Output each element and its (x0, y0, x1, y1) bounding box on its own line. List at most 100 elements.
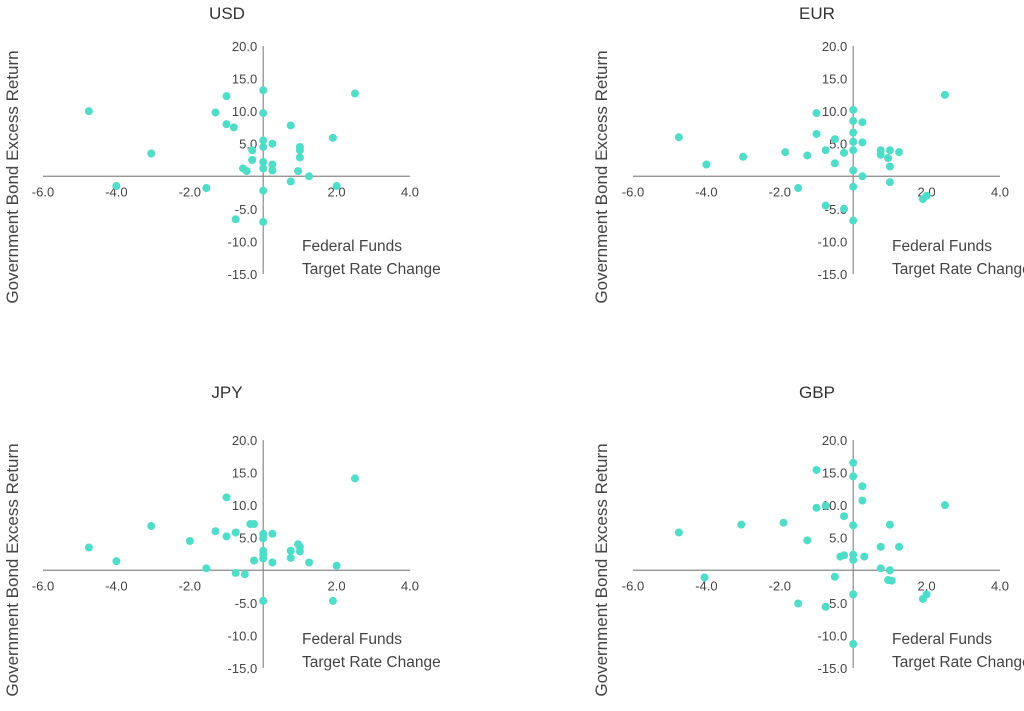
data-point (222, 493, 231, 502)
data-point (259, 157, 268, 166)
data-point (231, 215, 240, 224)
data-point (849, 105, 858, 114)
x-axis-annotation-line-2: Target Rate Change (302, 654, 441, 671)
x-tick-label: -4.0 (695, 184, 717, 199)
data-point (849, 182, 858, 191)
y-tick-label: 15.0 (822, 72, 847, 87)
plot-area: -6.0 -4.0 -2.0 2.0 4.020.015.010.05.0-5.0-10… (32, 433, 419, 676)
data-point (858, 138, 867, 147)
panel-title: JPY (211, 383, 242, 402)
panel-title: GBP (799, 383, 835, 402)
data-point (222, 532, 231, 541)
data-point (231, 568, 240, 577)
data-point (849, 555, 858, 564)
data-point (860, 552, 869, 561)
data-point (84, 543, 93, 552)
data-point (812, 109, 821, 118)
data-point (876, 150, 885, 159)
plot-area: -6.0 -4.0 -2.0 2.0 4.020.015.010.05.0-5.0-10… (622, 39, 1009, 282)
x-axis-annotation-line-2: Target Rate Change (302, 261, 441, 278)
data-point (295, 146, 304, 155)
y-tick-label: 10.0 (822, 498, 847, 513)
y-tick-label: -5.0 (825, 596, 847, 611)
data-point (849, 639, 858, 648)
data-point (332, 561, 341, 570)
x-tick-label: -4.0 (105, 578, 127, 593)
data-point (840, 148, 849, 157)
y-tick-label: -5.0 (235, 596, 257, 611)
data-point (812, 465, 821, 474)
data-point (305, 558, 314, 567)
data-point (305, 172, 314, 181)
data-point (840, 512, 849, 521)
data-point (779, 518, 788, 527)
data-point (286, 177, 295, 186)
y-tick-label: 20.0 (822, 39, 847, 54)
data-point (821, 201, 830, 210)
plot-area: -6.0 -4.0 -2.0 2.0 4.020.015.010.05.0-5.0-10… (32, 39, 419, 282)
data-point (821, 602, 830, 611)
data-point (286, 553, 295, 562)
data-point (803, 536, 812, 545)
data-point (849, 216, 858, 225)
y-tick-label: -15.0 (228, 267, 258, 282)
data-point (250, 520, 259, 529)
data-point (885, 146, 894, 155)
data-point (885, 162, 894, 171)
y-tick-label: -5.0 (235, 202, 257, 217)
data-point (803, 151, 812, 160)
data-point (885, 566, 894, 575)
y-tick-label: 20.0 (232, 39, 257, 54)
data-point (259, 534, 268, 543)
data-point (259, 554, 268, 563)
x-axis-annotation-line-2: Target Rate Change (892, 654, 1024, 671)
y-tick-label: 20.0 (822, 433, 847, 448)
data-point (268, 558, 277, 567)
data-point (858, 118, 867, 127)
y-axis-label: Government Bond Excess Return (592, 443, 611, 696)
data-point (700, 573, 709, 582)
x-tick-label: -2.0 (769, 578, 791, 593)
data-point (884, 154, 893, 163)
x-axis-annotation-line-1: Federal Funds (302, 238, 402, 255)
data-point (849, 521, 858, 530)
y-tick-label: -10.0 (818, 234, 848, 249)
data-point (240, 570, 249, 579)
x-tick-label: -6.0 (622, 578, 644, 593)
data-point (242, 167, 251, 176)
data-point (248, 156, 257, 164)
data-point (674, 133, 683, 142)
data-point (794, 184, 803, 193)
x-tick-label: -4.0 (695, 578, 717, 593)
data-point (895, 542, 904, 551)
y-tick-label: -15.0 (818, 267, 848, 282)
data-point (268, 160, 277, 169)
data-point (812, 129, 821, 138)
data-point (211, 527, 220, 536)
data-point (259, 217, 268, 226)
data-point (286, 546, 295, 555)
x-tick-label: 4.0 (991, 184, 1009, 199)
x-tick-label: 4.0 (991, 578, 1009, 593)
data-point (202, 184, 211, 193)
data-point (858, 172, 867, 181)
data-point (112, 182, 121, 191)
data-point (259, 142, 268, 151)
data-point (922, 590, 931, 599)
data-point (739, 152, 748, 161)
data-point (295, 153, 304, 162)
x-tick-label: 4.0 (401, 184, 419, 199)
data-point (350, 474, 359, 483)
data-point (259, 164, 268, 173)
panel-usd: USD Government Bond Excess Return -6.0 -4… (3, 4, 441, 304)
data-point (147, 149, 156, 158)
data-point (830, 135, 839, 144)
y-axis-label: Government Bond Excess Return (3, 50, 22, 303)
data-point (268, 166, 277, 175)
y-tick-label: 15.0 (232, 466, 257, 481)
data-point (849, 146, 858, 155)
data-point (849, 590, 858, 599)
y-tick-label: -10.0 (818, 628, 848, 643)
panel-title: EUR (799, 4, 835, 23)
data-point (849, 458, 858, 467)
